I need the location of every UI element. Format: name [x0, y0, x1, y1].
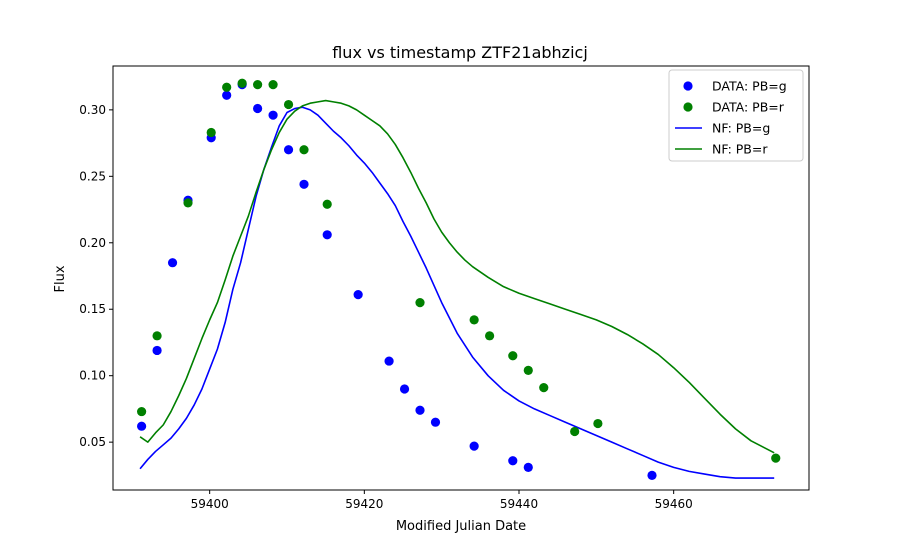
data-point [508, 456, 518, 466]
axes-frame [112, 65, 810, 491]
data-point [253, 80, 263, 90]
data-point [283, 99, 294, 110]
data-point [268, 80, 278, 90]
data-point [222, 90, 232, 100]
data-point [771, 453, 781, 463]
data-point [508, 351, 518, 361]
data-point [222, 82, 232, 92]
data-point [322, 230, 332, 240]
data-point [430, 417, 441, 427]
chart-title: flux vs timestamp ZTF21abhzicj [332, 43, 588, 62]
legend-label: DATA: PB=g [712, 79, 787, 94]
y-tick-label: 0.30 [79, 103, 106, 117]
data-point [570, 426, 580, 437]
plot-area [137, 78, 781, 480]
data-point [384, 356, 394, 366]
y-tick-label: 0.15 [79, 302, 106, 316]
y-axis-label: Flux [53, 265, 68, 292]
legend-label: DATA: PB=r [712, 100, 785, 115]
y-tick-label: 0.05 [79, 435, 106, 449]
x-axis-label: Modified Julian Date [396, 519, 526, 534]
data-point [137, 406, 147, 417]
data-point [299, 179, 309, 189]
series-line-nf-pb-r [139, 99, 775, 454]
data-point [353, 290, 363, 300]
data-point [523, 462, 533, 472]
legend: DATA: PB=g DATA: PB=r NF: PB=g NF: PB=r [668, 69, 804, 162]
legend-marker-data-pb-g [683, 81, 693, 91]
data-point [415, 405, 425, 415]
x-tick-label: 59400 [191, 497, 229, 511]
data-point [183, 198, 193, 208]
y-tick-label: 0.20 [79, 236, 106, 250]
x-tick-label: 59420 [345, 497, 383, 511]
x-axis-ticks: 59400 59420 59440 59460 [191, 490, 693, 511]
legend-marker-data-pb-r [683, 102, 693, 112]
series-points-data-pb-r [137, 78, 781, 463]
data-point [593, 418, 603, 429]
y-tick-label: 0.25 [79, 169, 106, 183]
legend-label: NF: PB=r [712, 142, 768, 157]
data-point [539, 383, 549, 393]
data-point [152, 345, 162, 356]
series-line-nf-pb-g [139, 106, 775, 479]
data-point [469, 315, 479, 325]
data-point [137, 421, 147, 431]
data-point [399, 384, 410, 394]
y-tick-label: 0.10 [79, 369, 106, 383]
data-point [253, 103, 263, 114]
data-point [237, 78, 247, 88]
data-point [283, 145, 294, 155]
data-point [152, 331, 162, 341]
data-point [299, 145, 309, 155]
legend-box [668, 69, 804, 162]
x-tick-label: 59440 [500, 497, 538, 511]
data-point [167, 258, 178, 268]
data-point [523, 365, 533, 375]
y-axis-ticks: 0.05 0.10 0.15 0.20 0.25 0.30 [79, 103, 113, 449]
data-point [268, 110, 278, 120]
data-point [469, 441, 479, 451]
x-tick-label: 59460 [655, 497, 693, 511]
legend-label: NF: PB=g [712, 121, 770, 136]
data-point [415, 297, 425, 308]
data-point [206, 127, 216, 138]
data-point [322, 199, 332, 209]
data-point [485, 331, 495, 341]
data-point [647, 470, 657, 480]
